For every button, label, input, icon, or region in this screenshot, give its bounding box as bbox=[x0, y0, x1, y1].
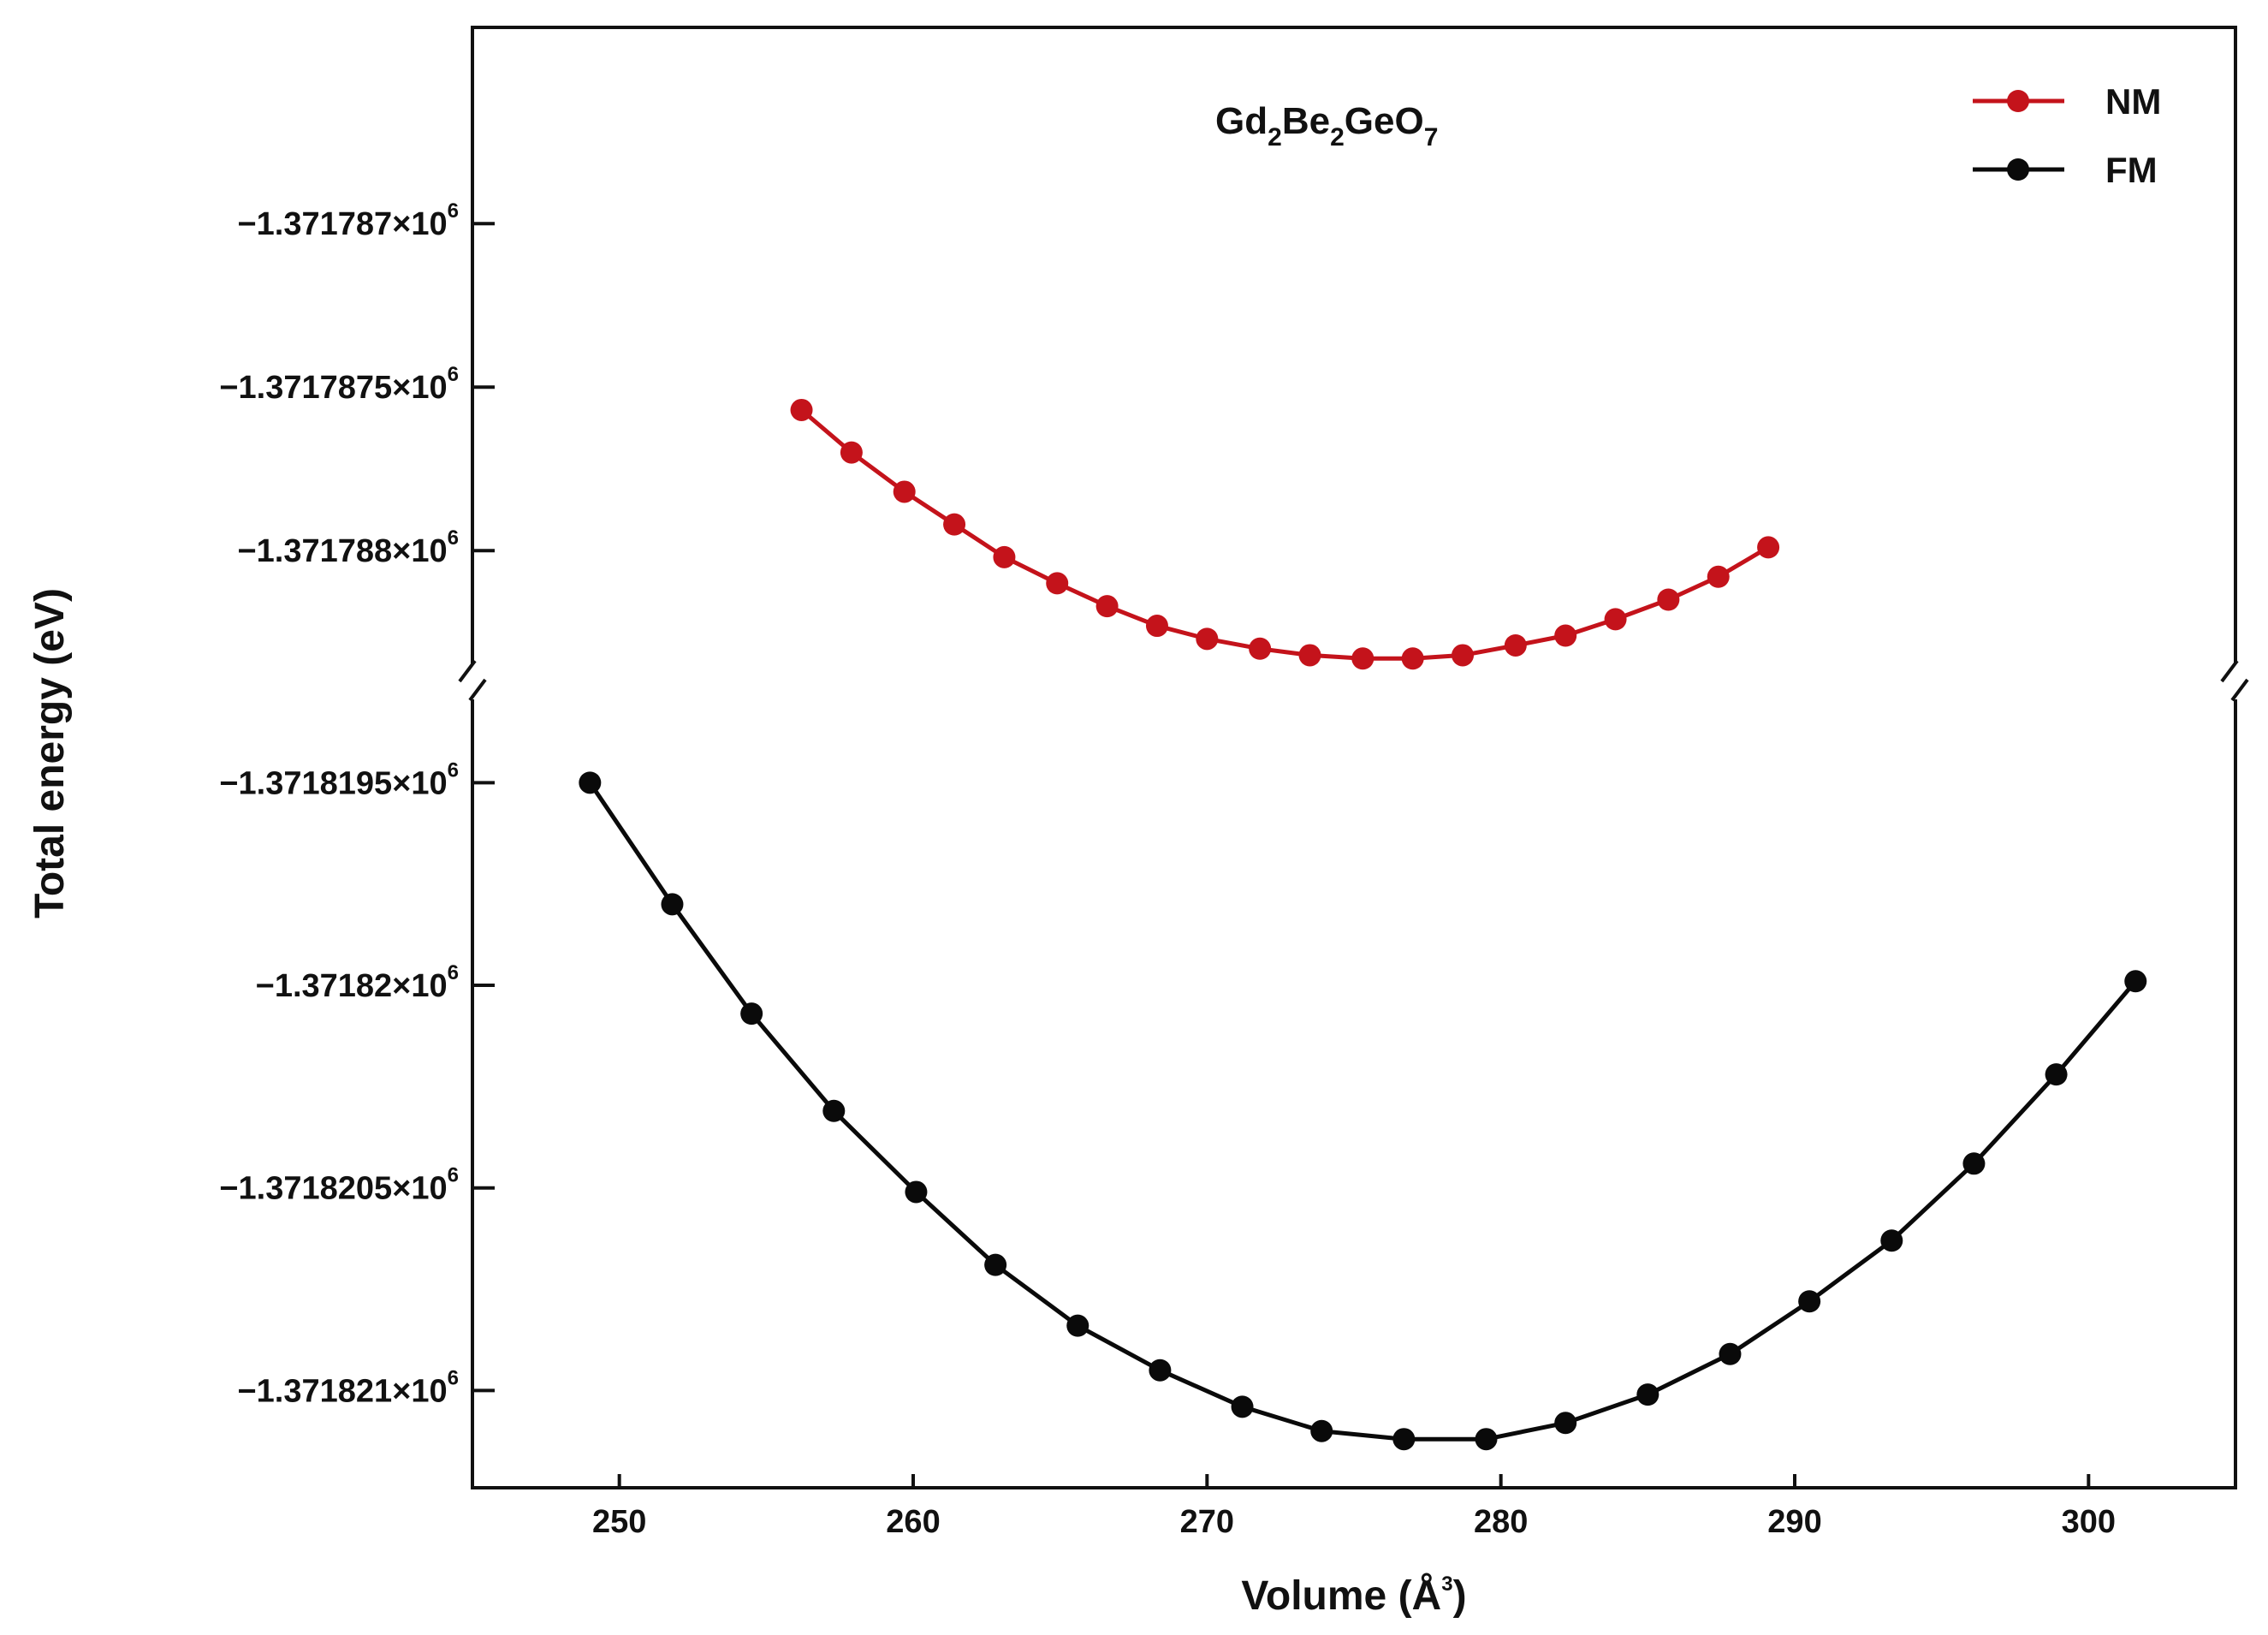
data-point bbox=[1657, 588, 1680, 611]
data-point bbox=[1554, 624, 1577, 647]
y-axis: −1.371787×106 −1.3717875×106 −1.371788×106… bbox=[219, 199, 495, 1409]
y-tick-label: −1.3718205×106 bbox=[219, 1164, 459, 1207]
data-point bbox=[1707, 565, 1730, 588]
data-point bbox=[1636, 1383, 1659, 1406]
series-layer bbox=[579, 398, 2147, 1451]
data-point bbox=[1962, 1152, 1986, 1175]
legend: NM FM bbox=[1973, 81, 2161, 190]
axis-break-right bbox=[2220, 659, 2249, 702]
data-point bbox=[1504, 633, 1527, 657]
data-point bbox=[1452, 644, 1475, 667]
y-tick-label: −1.371821×106 bbox=[237, 1366, 459, 1409]
data-point bbox=[1351, 647, 1374, 670]
x-tick-label: 270 bbox=[1180, 1504, 1234, 1540]
x-tick-label: 280 bbox=[1474, 1504, 1528, 1540]
data-point bbox=[1401, 647, 1424, 670]
legend-label: NM bbox=[2105, 81, 2161, 122]
chart-title: Gd2Be2GeO7 bbox=[1215, 100, 1438, 152]
data-point bbox=[790, 398, 813, 421]
data-point bbox=[579, 771, 602, 794]
data-point bbox=[1149, 1359, 1172, 1382]
y-tick-label: −1.371788×106 bbox=[237, 526, 459, 569]
legend-item-nm: NM bbox=[1973, 81, 2161, 122]
axis-break-left bbox=[458, 659, 487, 702]
plot-frame bbox=[471, 26, 2237, 1489]
data-point bbox=[822, 1099, 846, 1122]
data-point bbox=[1310, 1419, 1333, 1442]
legend-marker bbox=[2007, 90, 2029, 112]
data-point bbox=[984, 1253, 1007, 1276]
x-tick-label: 260 bbox=[886, 1504, 940, 1540]
series-fm bbox=[579, 771, 2147, 1451]
data-point bbox=[1196, 627, 1219, 651]
data-point bbox=[840, 441, 863, 464]
data-point bbox=[1757, 536, 1780, 559]
y-tick-label: −1.37182×106 bbox=[256, 961, 459, 1004]
data-point bbox=[1298, 644, 1321, 667]
data-point bbox=[905, 1180, 928, 1204]
x-axis-title: Volume (Å3) bbox=[1241, 1573, 1466, 1619]
data-point bbox=[1475, 1428, 1498, 1451]
data-point bbox=[1880, 1229, 1903, 1252]
data-point bbox=[1046, 572, 1069, 595]
y-tick-label: −1.371787×106 bbox=[237, 199, 459, 242]
data-point bbox=[661, 893, 684, 916]
x-axis: 250 260 270 280 290 300 bbox=[592, 1474, 2116, 1540]
data-point bbox=[1095, 595, 1119, 618]
data-point bbox=[1604, 608, 1627, 631]
data-point bbox=[1249, 637, 1272, 660]
data-point bbox=[1798, 1290, 1821, 1313]
data-point bbox=[1231, 1395, 1254, 1418]
data-point bbox=[1554, 1412, 1577, 1435]
legend-item-fm: FM bbox=[1973, 150, 2158, 190]
legend-label: FM bbox=[2105, 150, 2158, 190]
data-point bbox=[943, 513, 966, 536]
data-point bbox=[1145, 615, 1168, 638]
data-point bbox=[740, 1002, 763, 1026]
data-point bbox=[1066, 1314, 1089, 1337]
x-tick-label: 290 bbox=[1767, 1504, 1821, 1540]
x-tick-label: 250 bbox=[592, 1504, 646, 1540]
series-nm bbox=[790, 398, 1780, 670]
y-axis-title: Total energy (eV) bbox=[27, 588, 73, 919]
data-point bbox=[2045, 1063, 2068, 1086]
data-point bbox=[893, 480, 916, 503]
data-point bbox=[993, 545, 1016, 568]
y-tick-label: −1.3717875×106 bbox=[219, 363, 459, 406]
series-line-fm bbox=[588, 781, 2138, 1442]
y-tick-label: −1.3718195×106 bbox=[219, 758, 459, 801]
data-point bbox=[1392, 1428, 1416, 1451]
legend-marker bbox=[2007, 158, 2029, 181]
data-point bbox=[2124, 970, 2147, 993]
data-point bbox=[1719, 1342, 1742, 1365]
x-tick-label: 300 bbox=[2062, 1504, 2116, 1540]
